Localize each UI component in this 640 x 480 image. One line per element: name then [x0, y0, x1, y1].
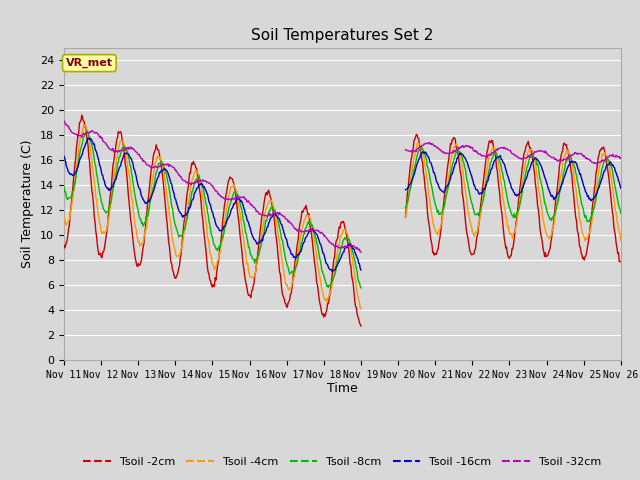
- Y-axis label: Soil Temperature (C): Soil Temperature (C): [22, 140, 35, 268]
- X-axis label: Time: Time: [327, 383, 358, 396]
- Title: Soil Temperatures Set 2: Soil Temperatures Set 2: [252, 28, 433, 43]
- Legend: Tsoil -2cm, Tsoil -4cm, Tsoil -8cm, Tsoil -16cm, Tsoil -32cm: Tsoil -2cm, Tsoil -4cm, Tsoil -8cm, Tsoi…: [79, 453, 606, 472]
- Text: VR_met: VR_met: [66, 58, 113, 68]
